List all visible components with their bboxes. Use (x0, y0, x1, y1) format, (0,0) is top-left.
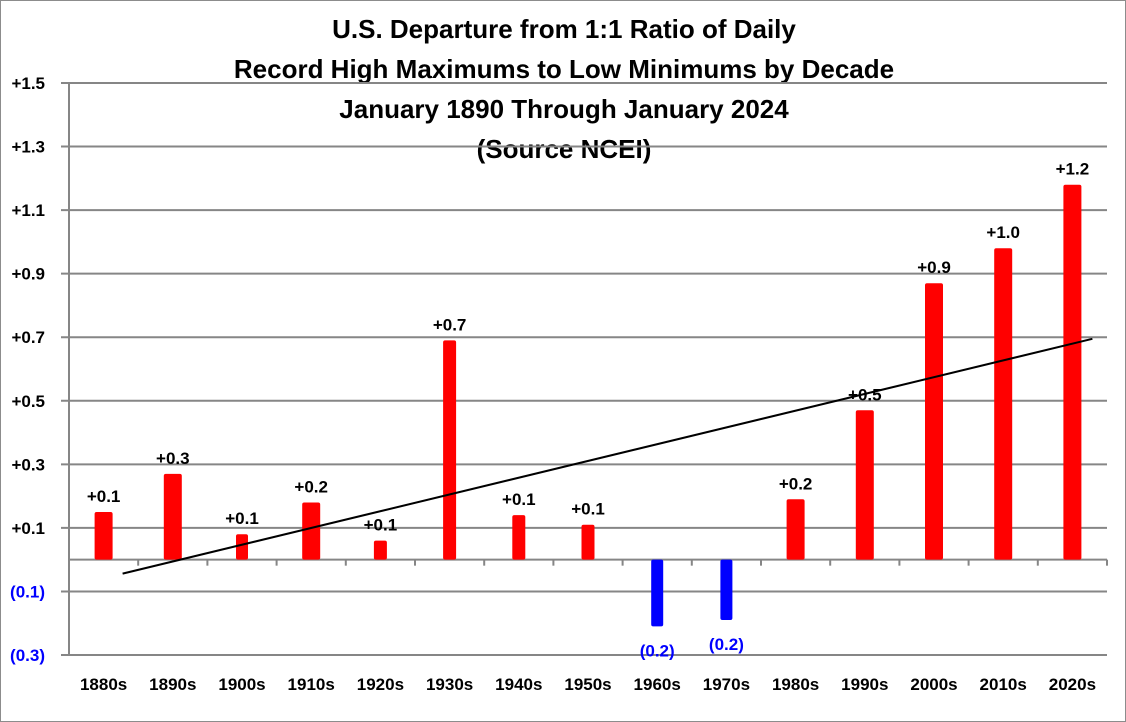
bar-2020s (1063, 184, 1082, 560)
y-tick-label: (0.1) (10, 582, 45, 601)
y-tick-label: (0.3) (10, 646, 45, 665)
x-tick-label: 1940s (495, 675, 542, 694)
bar-1930s (443, 340, 457, 560)
bar-2000s (925, 283, 943, 560)
y-tick-label: +0.9 (11, 265, 45, 284)
data-label: +0.1 (87, 487, 121, 506)
title-line-2: Record High Maximums to Low Minimums by … (234, 54, 894, 84)
data-label: +0.1 (571, 500, 605, 519)
y-tick-label: +0.1 (11, 519, 45, 538)
bar-1980s (786, 499, 805, 560)
y-tick-label: +0.7 (11, 328, 45, 347)
chart-title: U.S. Departure from 1:1 Ratio of Daily R… (234, 14, 894, 164)
data-label: +0.3 (156, 449, 190, 468)
x-tick-label: 2020s (1049, 675, 1096, 694)
title-line-1: U.S. Departure from 1:1 Ratio of Daily (332, 14, 796, 44)
x-tick-label: 1890s (149, 675, 196, 694)
x-tick-label: 1960s (634, 675, 681, 694)
data-label: +0.9 (917, 258, 951, 277)
bar-2010s (994, 248, 1013, 560)
title-line-3: January 1890 Through January 2024 (339, 94, 789, 124)
x-tick-label: 2010s (980, 675, 1027, 694)
y-tick-label: +1.5 (11, 74, 45, 93)
x-tick-label: 1880s (80, 675, 127, 694)
data-label: +0.2 (294, 477, 328, 496)
x-tick-label: 1950s (564, 675, 611, 694)
x-tick-label: 1920s (357, 675, 404, 694)
data-label: +0.1 (502, 490, 536, 509)
x-tick-label: 1910s (288, 675, 335, 694)
x-tick-label: 2000s (910, 675, 957, 694)
y-tick-label: +1.3 (11, 138, 45, 157)
x-tick-label: 1900s (218, 675, 265, 694)
data-label: (0.2) (709, 635, 744, 654)
x-tick-label: 1970s (703, 675, 750, 694)
trendline (122, 337, 1093, 575)
bar-1960s (651, 559, 664, 627)
y-tick-label: +0.3 (11, 455, 45, 474)
data-label: +1.2 (1056, 160, 1090, 179)
y-tick-label: +0.5 (11, 392, 45, 411)
bar-1940s (512, 515, 526, 560)
bar-1950s (581, 524, 595, 560)
title-line-4: (Source NCEI) (477, 134, 652, 164)
y-tick-label: +1.1 (11, 201, 45, 220)
x-tick-label: 1980s (772, 675, 819, 694)
bar-1990s (855, 410, 874, 560)
bar-1900s (236, 534, 248, 560)
data-label: +0.1 (364, 516, 398, 535)
data-label: +0.2 (779, 474, 813, 493)
data-label: +0.5 (848, 385, 882, 404)
data-label: +1.0 (986, 223, 1020, 242)
bar-1910s (302, 502, 321, 560)
bar-1970s (720, 559, 733, 621)
bar-1890s (163, 473, 182, 560)
data-label: +0.7 (433, 315, 467, 334)
bar-1920s (373, 540, 387, 560)
x-tick-label: 1990s (841, 675, 888, 694)
bar-1880s (94, 512, 113, 560)
x-tick-label: 1930s (426, 675, 473, 694)
data-label: +0.1 (225, 509, 259, 528)
data-label: (0.2) (640, 641, 675, 660)
